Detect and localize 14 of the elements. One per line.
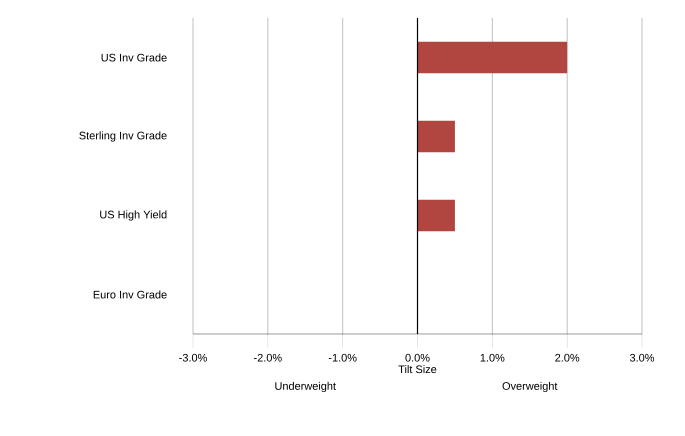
y-tick-label: US High Yield (100, 210, 166, 221)
x-tick-label: 3.0% (630, 354, 654, 362)
x-tick-label: -3.0% (179, 354, 207, 362)
x-axis-title: Tilt Size (398, 365, 436, 374)
y-tick-label: US Inv Grade (102, 53, 167, 62)
text: Overweight (502, 382, 558, 392)
x-tick-label: -1.0% (328, 354, 357, 362)
x-tick-label: 0.0% (405, 354, 430, 362)
y-tick-label: Euro Inv Grade (94, 290, 167, 299)
text: Underweight (275, 382, 336, 392)
x-tick-label: 2.0% (555, 354, 580, 362)
y-tick-label: Sterling Inv Grade (79, 131, 167, 142)
x-tick-label: 1.0% (480, 354, 504, 362)
x-tick-label: -2.0% (254, 354, 282, 362)
